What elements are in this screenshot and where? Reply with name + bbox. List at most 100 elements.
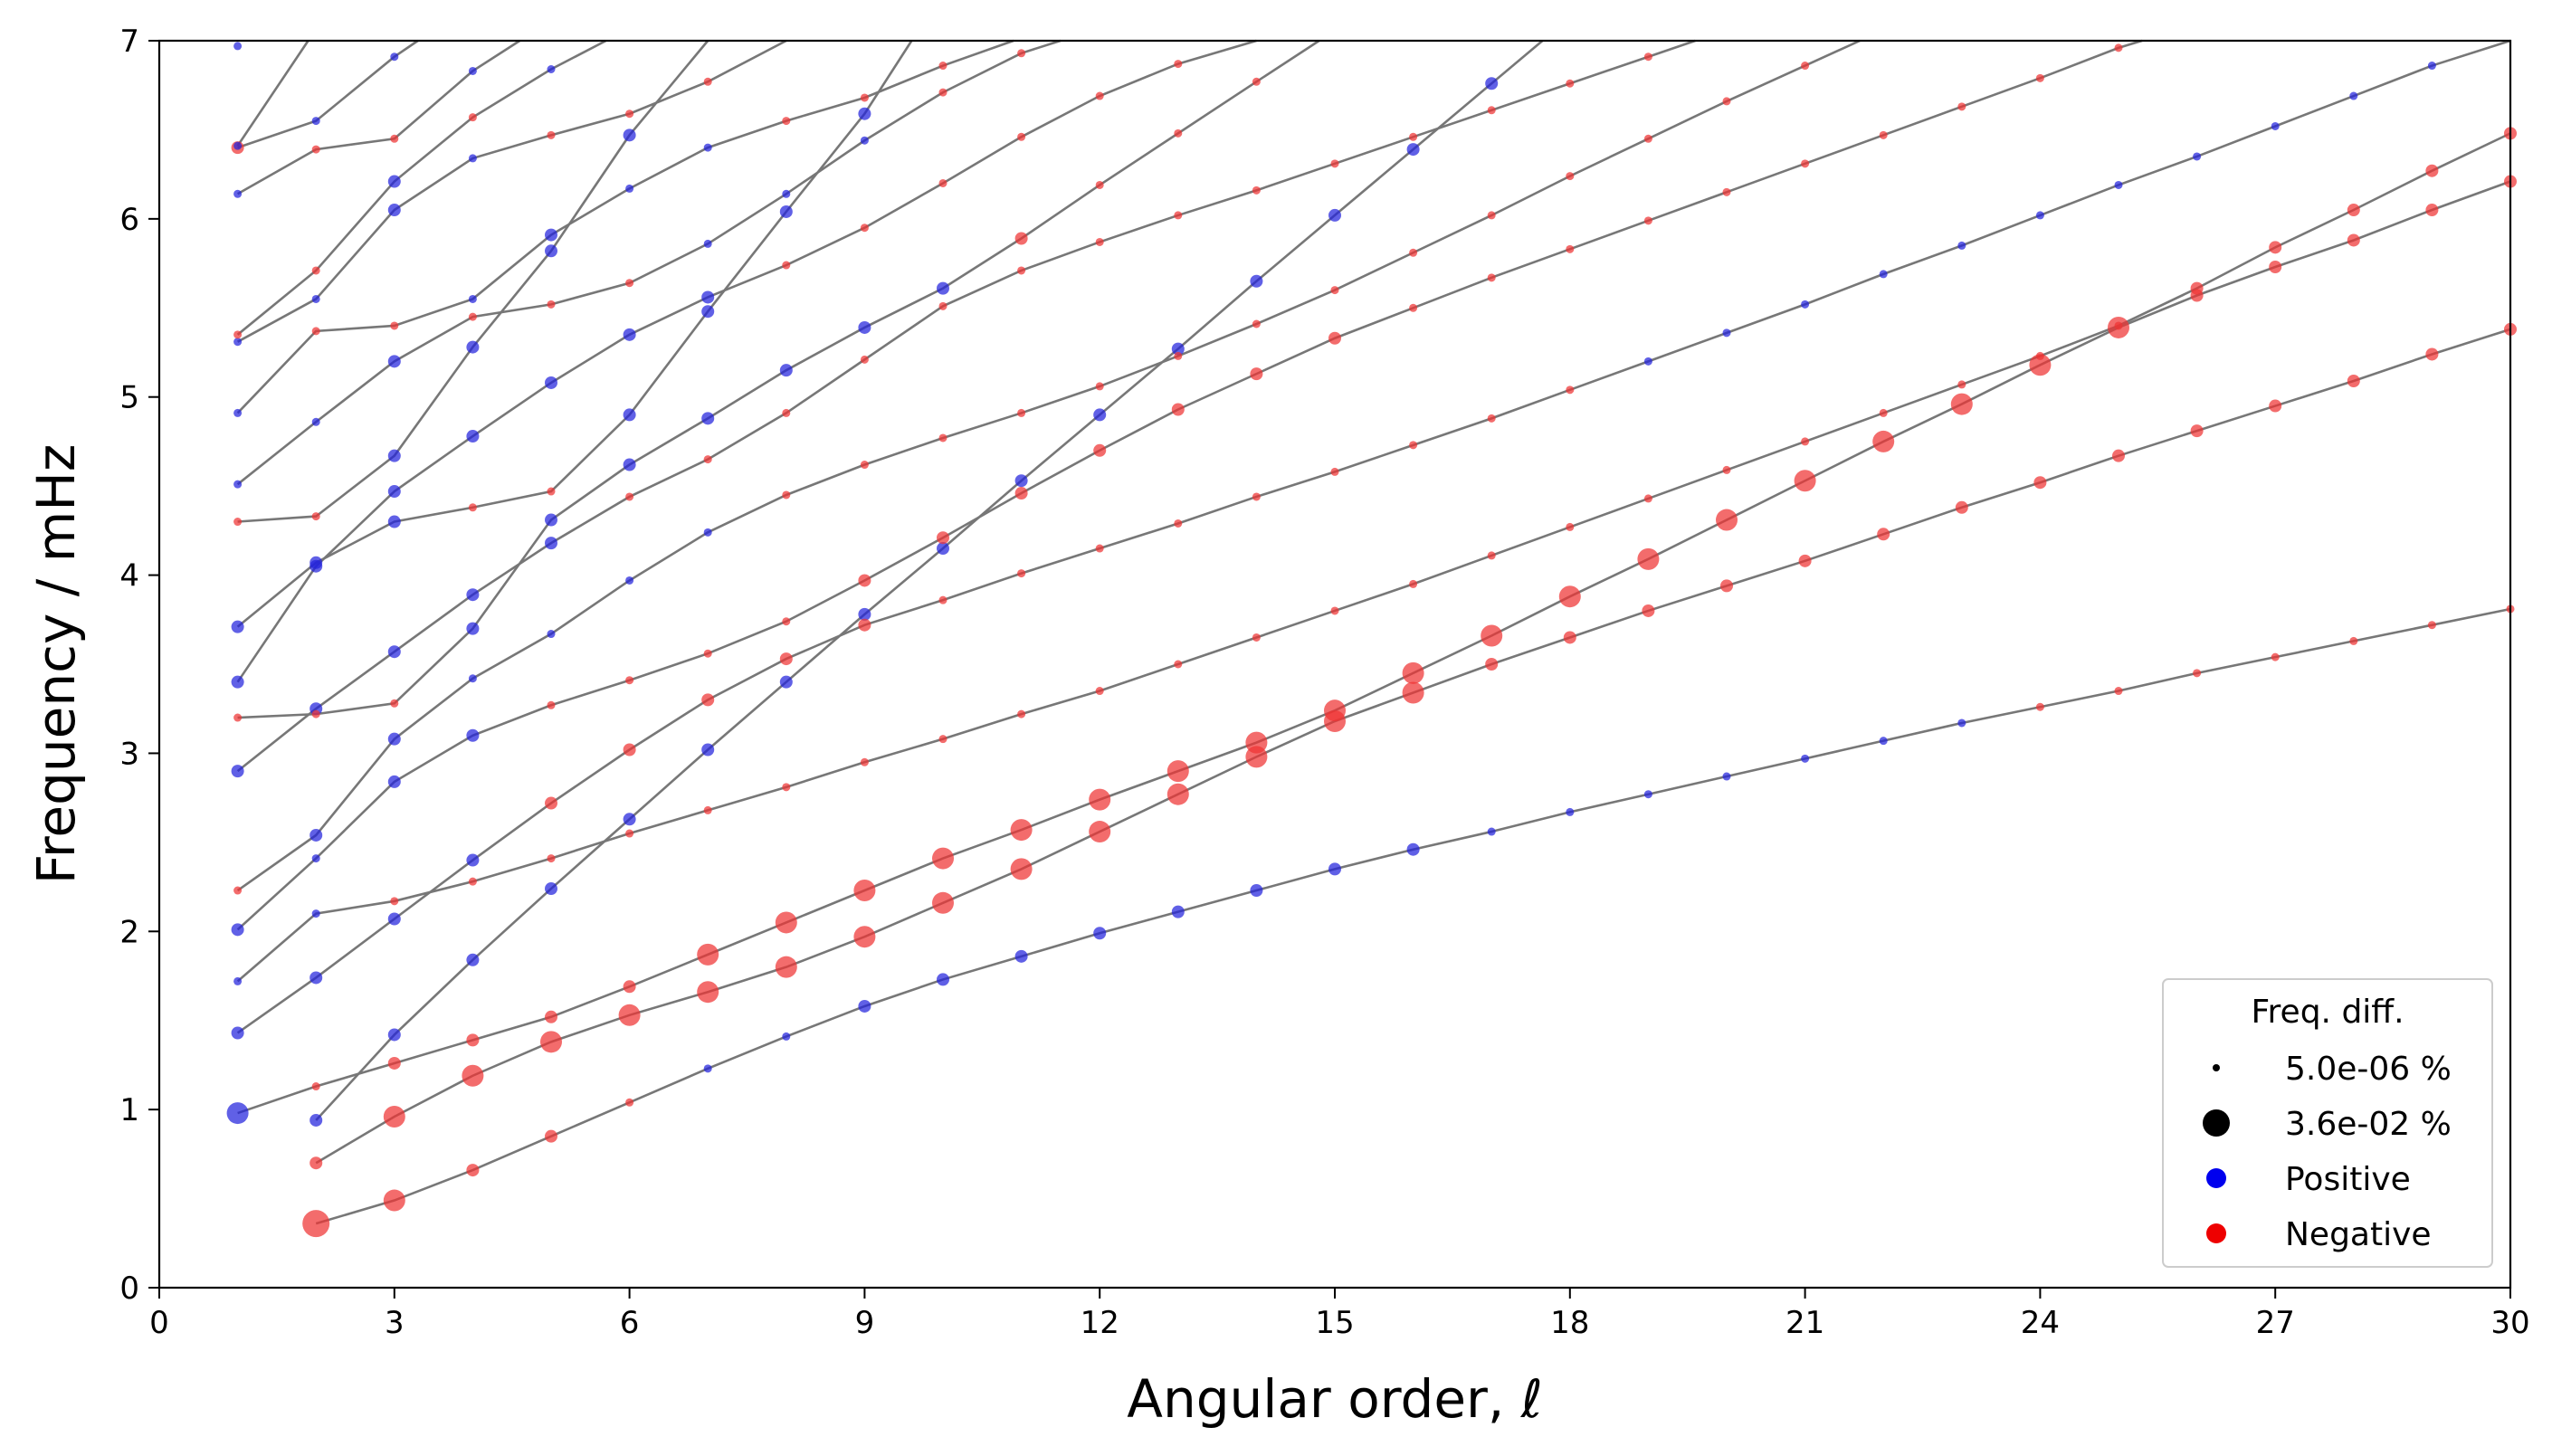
data-point-s8-6 [703,455,712,464]
data-point-s13-2 [387,355,401,368]
data-point-s2-6 [697,943,719,966]
data-point-s9-2 [390,699,399,708]
series-line-15 [236,39,787,343]
data-point-s6-1 [311,854,320,863]
y-tick-label-3: 3 [119,736,139,772]
data-point-s2-3 [466,1033,480,1047]
data-point-s6-2 [387,775,401,788]
data-point-s11-2 [387,515,401,528]
series-line-17 [236,39,521,195]
data-point-s1-6 [775,956,797,978]
data-point-s18-2 [390,52,399,62]
legend-marker-negative [2206,1223,2226,1243]
data-point-s7-17 [1566,172,1575,181]
data-point-s6-3 [466,728,480,742]
data-point-s6-0 [231,923,244,937]
data-point-s5-20 [1801,437,1810,446]
data-point-s1-27 [2425,347,2439,361]
data-point-s7-14 [1330,286,1339,295]
x-tick-label-10: 30 [2490,1305,2529,1341]
series-line-12 [237,40,709,523]
data-point-s5-26 [2269,241,2282,254]
data-point-s2-8 [853,880,876,902]
legend-title: Freq. diff. [2251,994,2404,1031]
data-point-s5-13 [1252,633,1261,642]
x-tick-label-8: 24 [2021,1305,2060,1341]
data-point-s5-22 [1957,380,1966,389]
series-line-3 [315,40,1544,1121]
data-point-s9-4 [545,513,557,527]
data-point-s11-6 [701,305,715,319]
data-point-s10-11 [1095,91,1104,100]
data-point-s6-16 [1487,273,1496,282]
data-point-s5-14 [1330,606,1339,615]
data-point-s11-0 [231,620,244,633]
data-point-s3-2 [466,953,480,966]
data-point-s5-17 [1566,522,1575,531]
data-point-s15-6 [703,77,712,86]
x-tick-label-6: 18 [1550,1305,1589,1341]
data-point-s4-25 [2193,152,2202,161]
data-point-s4-22 [1957,241,1966,250]
data-point-s8-3 [466,588,480,602]
series-line-10 [236,39,1257,683]
data-point-s5-27 [2347,204,2360,217]
data-point-s0-18 [1722,772,1731,781]
series-line-9 [237,39,1320,719]
data-point-s1-23 [2112,449,2125,462]
data-point-s4-24 [2114,180,2123,189]
data-point-s7-6 [703,528,712,537]
data-point-s11-5 [623,408,636,422]
data-point-s7-10 [1017,408,1026,417]
data-point-s2-16 [1481,624,1503,647]
y-tick-label-1: 1 [119,1092,139,1128]
data-point-s0-16 [1566,807,1575,816]
data-point-s17-0 [233,189,243,198]
data-point-s17-3 [468,66,477,75]
data-point-s10-0 [231,675,244,689]
series-line-11 [236,40,913,628]
data-point-s5-23 [2035,351,2044,360]
data-point-s0-12 [1250,884,1263,898]
data-point-s6-12 [1171,403,1185,416]
data-point-s0-10 [1093,927,1107,940]
data-point-s1-26 [2347,374,2360,387]
data-point-s14-8 [860,93,869,102]
data-point-s2-23 [2029,354,2052,376]
series-line-16 [236,39,607,336]
data-point-s8-0 [231,765,244,778]
data-point-s3-6 [779,675,793,689]
data-point-s4-15 [1409,441,1418,450]
data-point-s4-1 [309,971,323,985]
data-point-s1-5 [697,981,719,1004]
data-point-s1-2 [462,1064,484,1087]
data-point-s11-4 [547,487,556,496]
data-point-s5-24 [2114,321,2123,330]
data-point-s4-8 [858,618,871,632]
data-point-s0-27 [2427,621,2436,630]
data-point-s7-18 [1643,134,1652,143]
data-point-s12-1 [311,512,320,521]
data-point-s8-17 [1566,79,1575,88]
data-point-s9-13 [1252,77,1261,86]
data-point-s3-7 [858,607,871,621]
data-point-s0-24 [2193,669,2202,678]
legend-marker-small [2213,1064,2220,1071]
data-point-s15-2 [387,204,401,217]
data-point-s7-11 [1095,382,1104,391]
data-point-s3-0 [309,1113,323,1127]
data-point-s13-8 [860,136,869,145]
legend-label-small: 5.0e-06 % [2285,1051,2452,1088]
x-tick-label-7: 21 [1785,1305,1824,1341]
data-point-s4-16 [1487,414,1496,423]
data-point-s1-1 [383,1106,405,1128]
data-point-s5-28 [2425,164,2439,177]
data-point-s3-4 [623,813,636,826]
data-point-s1-17 [1642,604,1655,617]
data-point-s14-5 [625,184,634,193]
data-point-s9-1 [311,709,320,718]
data-point-s5-6 [703,805,712,814]
data-point-s0-26 [2349,636,2358,645]
data-point-s6-18 [1643,216,1652,225]
